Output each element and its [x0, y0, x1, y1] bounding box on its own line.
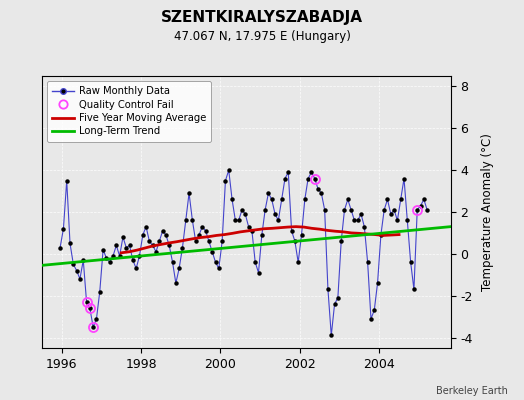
Legend: Raw Monthly Data, Quality Control Fail, Five Year Moving Average, Long-Term Tren: Raw Monthly Data, Quality Control Fail, … [47, 81, 211, 142]
Text: Berkeley Earth: Berkeley Earth [436, 386, 508, 396]
Text: 47.067 N, 17.975 E (Hungary): 47.067 N, 17.975 E (Hungary) [173, 30, 351, 43]
Y-axis label: Temperature Anomaly (°C): Temperature Anomaly (°C) [481, 133, 494, 291]
Text: SZENTKIRALYSZABADJA: SZENTKIRALYSZABADJA [161, 10, 363, 25]
